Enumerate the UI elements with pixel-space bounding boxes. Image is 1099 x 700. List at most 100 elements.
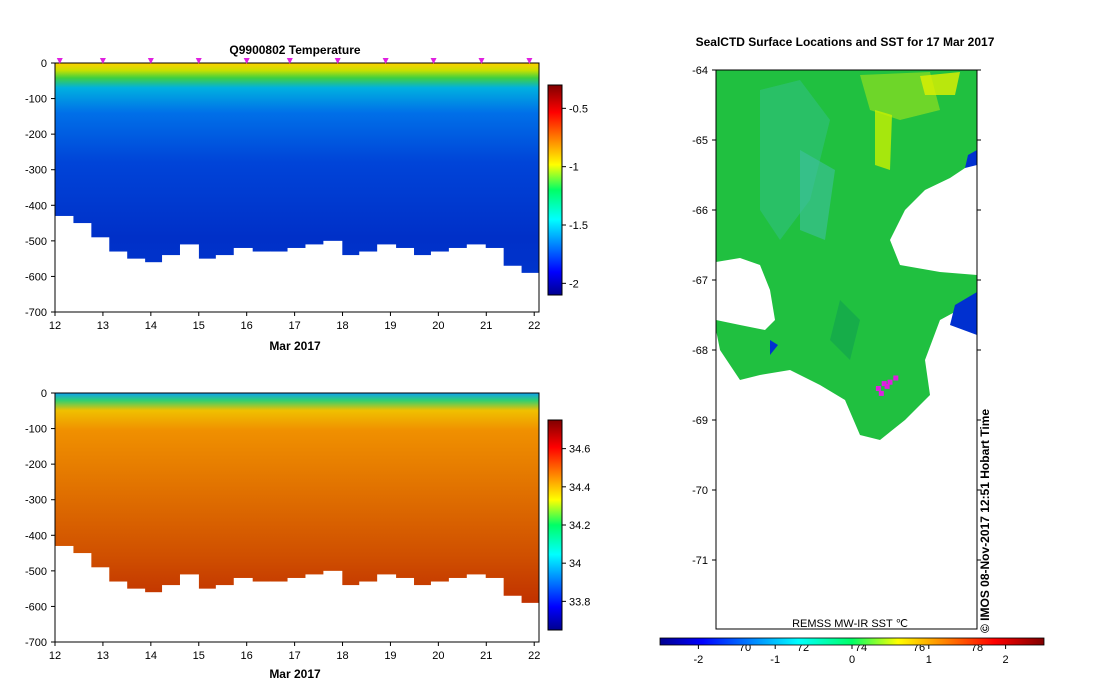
- sst-colorbar-tick-label: -2: [694, 654, 704, 666]
- map-latitude-axis: -64 -65 -66 -67 -68 -69 -70 -71: [692, 65, 981, 567]
- sst-field: [716, 70, 977, 629]
- lat-tick-label: -71: [692, 555, 708, 567]
- profile-bottom-mask: [305, 244, 325, 312]
- y-tick-label: 0: [41, 58, 47, 70]
- profile-bottom-mask: [413, 255, 432, 312]
- temperature-section-plot: [55, 63, 539, 312]
- profile-bottom-mask: [287, 577, 307, 642]
- profile-bottom-mask: [466, 244, 486, 312]
- sst-colorbar-ticks: -2 -1 0 1 2: [694, 645, 1009, 666]
- x-tick-label: 14: [145, 320, 157, 332]
- map-source-label: REMSS MW-IR SST ℃: [792, 618, 908, 630]
- colorbar-tick-label: 34.2: [569, 520, 590, 532]
- sst-colorbar-tick-label: -1: [770, 654, 780, 666]
- y-tick-label: -100: [25, 424, 47, 436]
- lat-tick-label: -67: [692, 275, 708, 287]
- temperature-y-axis: 0 -100 -200 -300 -400 -500 -600 -700: [25, 58, 55, 319]
- y-tick-label: -200: [25, 459, 47, 471]
- temperature-colorbar-ticks: -0.5 -1 -1.5 -2: [562, 103, 588, 290]
- profile-bottom-mask: [251, 581, 271, 642]
- x-tick-label: 15: [193, 320, 205, 332]
- profile-marker: [147, 58, 154, 64]
- x-tick-label: 20: [432, 320, 444, 332]
- profile-bottom-mask: [72, 553, 92, 642]
- salinity-colorbar-ticks: 34.6 34.4 34.2 34 33.8: [562, 444, 590, 608]
- y-tick-label: -600: [25, 271, 47, 283]
- profile-bottom-mask: [233, 577, 253, 642]
- profile-bottom-mask: [108, 251, 128, 312]
- seal-position-marker: [884, 383, 890, 389]
- profile-bottom-mask: [430, 581, 450, 642]
- x-tick-label: 13: [97, 650, 109, 662]
- profile-bottom-mask: [72, 223, 92, 312]
- profile-marker: [478, 58, 485, 64]
- profile-bottom-mask: [251, 251, 271, 312]
- seal-position-marker: [875, 386, 881, 391]
- profile-markers: [56, 58, 533, 64]
- colorbar-tick-label: 34.4: [569, 482, 590, 494]
- profile-marker: [56, 58, 63, 64]
- x-tick-label: 21: [480, 650, 492, 662]
- profile-bottom-mask: [502, 265, 522, 312]
- imos-credit: © IMOS 08-Nov-2017 12:51 Hobart Time: [978, 409, 992, 633]
- profile-bottom-mask: [341, 585, 361, 642]
- profile-marker: [382, 58, 389, 64]
- salinity-bottom-mask: [55, 545, 539, 642]
- y-tick-label: -500: [25, 566, 47, 578]
- profile-bottom-mask: [502, 595, 522, 642]
- profile-bottom-mask: [55, 215, 74, 312]
- profile-bottom-mask: [269, 581, 289, 642]
- profile-bottom-mask: [215, 585, 235, 642]
- profile-bottom-mask: [395, 247, 415, 312]
- colorbar-tick-label: -1: [569, 162, 579, 174]
- colorbar-tick-label: -1.5: [569, 220, 588, 232]
- profile-bottom-mask: [377, 574, 397, 642]
- temperature-colorbar: [547, 84, 563, 296]
- x-tick-label: 17: [288, 320, 300, 332]
- lat-tick-label: -64: [692, 65, 708, 77]
- seal-position-marker: [887, 379, 893, 385]
- profile-marker: [243, 58, 250, 64]
- sst-colorbar-tick-label: 2: [1003, 654, 1009, 666]
- profile-bottom-mask: [359, 251, 379, 312]
- map-title: SealCTD Surface Locations and SST for 17…: [696, 35, 995, 49]
- x-tick-label: 16: [241, 320, 253, 332]
- x-tick-label: 21: [480, 320, 492, 332]
- profile-bottom-mask: [126, 588, 146, 642]
- profile-bottom-mask: [90, 237, 110, 312]
- profile-bottom-mask: [90, 567, 110, 642]
- temperature-title: Q9900802 Temperature: [229, 43, 361, 57]
- x-tick-label: 17: [288, 650, 300, 662]
- seal-positions: [875, 375, 899, 396]
- y-tick-label: -300: [25, 165, 47, 177]
- y-tick-label: -500: [25, 236, 47, 248]
- y-tick-label: -600: [25, 601, 47, 613]
- x-tick-label: 22: [528, 650, 540, 662]
- sst-colorbar-tick-label: 1: [926, 654, 932, 666]
- seal-position-marker: [893, 375, 899, 381]
- profile-bottom-mask: [197, 588, 217, 642]
- colorbar-tick-label: 33.8: [569, 596, 590, 608]
- salinity-x-axis: 12 13 14 15 16 17 18 19 20 21 22: [49, 642, 540, 662]
- salinity-colorbar: [547, 419, 563, 631]
- lat-tick-label: -69: [692, 415, 708, 427]
- temperature-axes-frame: [54, 62, 540, 313]
- profile-bottom-mask: [484, 577, 504, 642]
- profile-bottom-mask: [484, 247, 504, 312]
- profile-bottom-mask: [323, 570, 343, 642]
- temperature-x-axis: 12 13 14 15 16 17 18 19 20 21 22: [49, 312, 540, 332]
- y-tick-label: 0: [41, 388, 47, 400]
- profile-bottom-mask: [448, 247, 468, 312]
- y-tick-label: -700: [25, 307, 47, 319]
- profile-marker: [286, 58, 293, 64]
- profile-bottom-mask: [466, 574, 486, 642]
- seal-position-marker: [881, 381, 887, 387]
- profile-marker: [99, 58, 106, 64]
- sst-colorbar: [659, 637, 1045, 646]
- x-tick-label: 13: [97, 320, 109, 332]
- profile-bottom-mask: [305, 574, 325, 642]
- colorbar-tick-label: -0.5: [569, 103, 588, 115]
- colorbar-tick-label: -2: [569, 278, 579, 290]
- profile-bottom-mask: [413, 585, 432, 642]
